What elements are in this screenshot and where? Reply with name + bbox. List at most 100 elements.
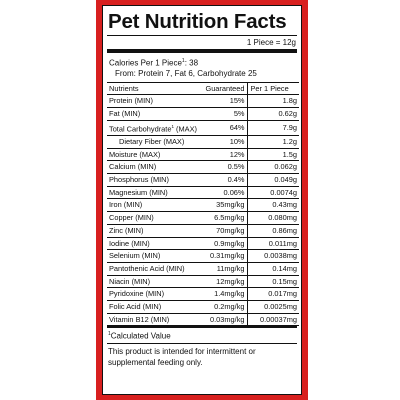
guaranteed-value: 70mg/kg [203, 224, 247, 238]
guaranteed-value: 0.5% [203, 160, 247, 175]
nutrient-name-text: Vitamin B12 (MIN) [109, 314, 170, 324]
nutrient-name: Magnesium (MIN) [107, 186, 203, 200]
nutrient-name-text: Total Carbohydrate [109, 124, 172, 134]
panel-title: Pet Nutrition Facts [108, 10, 287, 33]
per-piece-value: 0.86mg [246, 224, 299, 238]
table-row: Niacin (MIN) 12mg/kg 0.15mg [107, 275, 299, 289]
calories-value: : 38 [184, 58, 199, 68]
table-row: Dietary Fiber (MAX) 10% 1.2g [107, 135, 299, 149]
nutrient-name-text: Moisture (MAX) [109, 149, 161, 159]
header-guaranteed: Guaranteed [203, 81, 247, 96]
per-piece-value: 0.0025mg [246, 300, 299, 314]
table-row: Phosphorus (MIN) 0.4% 0.049g [107, 173, 299, 187]
nutrient-name: Vitamin B12 (MIN) [107, 313, 203, 327]
guaranteed-value: 15% [203, 94, 247, 109]
nutrient-name-text: Pantothenic Acid (MIN) [109, 263, 185, 273]
per-piece-value: 0.080mg [246, 211, 299, 225]
guaranteed-value: 5% [203, 107, 247, 121]
nutrient-name-text: Iodine (MIN) [109, 238, 150, 248]
per-piece-value: 0.011mg [246, 237, 299, 251]
table-row: Iron (MIN) 35mg/kg 0.43mg [107, 198, 299, 213]
serving-size: 1 Piece = 12g [246, 38, 296, 47]
nutrient-name-text: Pyridoxine (MIN) [109, 289, 165, 299]
per-piece-value: 7.9g [246, 120, 299, 136]
guaranteed-value: 0.06% [203, 186, 247, 200]
guaranteed-value: 1.4mg/kg [203, 287, 247, 302]
per-piece-value: 0.43mg [246, 198, 299, 213]
nutrient-name: Pyridoxine (MIN) [107, 287, 203, 302]
nutrient-name-text: Fat (MIN) [109, 109, 141, 119]
table-row: Zinc (MIN) 70mg/kg 0.86mg [107, 224, 299, 238]
guaranteed-value: 0.4% [203, 173, 247, 187]
nutrient-name-text: Calcium (MIN) [109, 162, 157, 172]
footnote-divider [107, 326, 297, 329]
guaranteed-value: 12mg/kg [203, 275, 247, 289]
footnote-text: Calculated Value [110, 332, 171, 342]
table-row: Pyridoxine (MIN) 1.4mg/kg 0.017mg [107, 287, 299, 302]
table-row: Pantothenic Acid (MIN) 11mg/kg 0.14mg [107, 262, 299, 276]
nutrient-name-text: Iron (MIN) [109, 200, 143, 210]
nutrient-table: Nutrients Guaranteed Per 1 Piece Protein… [107, 81, 299, 327]
table-row: Vitamin B12 (MIN) 0.03mg/kg 0.00037mg [107, 313, 299, 327]
nutrient-name: Moisture (MAX) [107, 148, 203, 162]
nutrient-name: Zinc (MIN) [107, 224, 203, 238]
nutrient-name-suffix: (MAX) [173, 124, 197, 134]
nutrient-name: Total Carbohydrate1 (MAX) [107, 120, 203, 136]
per-piece-value: 0.017mg [246, 287, 299, 302]
table-header-row: Nutrients Guaranteed Per 1 Piece [107, 81, 299, 96]
table-row: Copper (MIN) 6.5mg/kg 0.080mg [107, 211, 299, 225]
feeding-note: This product is intended for intermitten… [108, 347, 256, 368]
nutrient-name: Phosphorus (MIN) [107, 173, 203, 187]
table-row: Iodine (MIN) 0.9mg/kg 0.011mg [107, 237, 299, 251]
table-row: Folic Acid (MIN) 0.2mg/kg 0.0025mg [107, 300, 299, 314]
nutrient-footnote-mark: 1 [171, 123, 174, 129]
guaranteed-value: 0.03mg/kg [203, 313, 247, 327]
calories-label: Calories Per 1 Piece [109, 58, 182, 68]
table-row: Moisture (MAX) 12% 1.5g [107, 148, 299, 162]
per-piece-value: 1.8g [246, 94, 299, 109]
per-piece-value: 0.00037mg [246, 313, 299, 327]
header-per-piece: Per 1 Piece [246, 81, 299, 96]
nutrient-name-text: Phosphorus (MIN) [109, 175, 169, 185]
guaranteed-value: 0.2mg/kg [203, 300, 247, 314]
guaranteed-value: 0.9mg/kg [203, 237, 247, 251]
calories-line: Calories Per 1 Piece1: 38 [107, 53, 297, 69]
table-row: Protein (MIN) 15% 1.8g [107, 94, 299, 109]
nutrient-name-text: Zinc (MIN) [109, 225, 144, 235]
nutrient-name: Niacin (MIN) [107, 275, 203, 289]
nutrition-facts-panel: Pet Nutrition Facts 1 Piece = 12g Calori… [102, 5, 302, 395]
table-row: Calcium (MIN) 0.5% 0.062g [107, 160, 299, 175]
nutrient-name-text: Niacin (MIN) [109, 276, 151, 286]
nutrient-name-text: Folic Acid (MIN) [109, 302, 162, 312]
guaranteed-value: 6.5mg/kg [203, 211, 247, 225]
per-piece-value: 1.5g [246, 148, 299, 162]
nutrient-name-text: Dietary Fiber (MAX) [119, 136, 185, 146]
per-piece-value: 0.14mg [246, 262, 299, 276]
guaranteed-value: 0.31mg/kg [203, 249, 247, 263]
nutrient-name: Pantothenic Acid (MIN) [107, 262, 203, 276]
nutrient-name: Copper (MIN) [107, 211, 203, 225]
table-row: Fat (MIN) 5% 0.62g [107, 107, 299, 121]
nutrient-name: Selenium (MIN) [107, 249, 203, 263]
footnote: 1Calculated Value [107, 328, 297, 345]
guaranteed-value: 12% [203, 148, 247, 162]
footnote-mark: 1 [108, 331, 111, 338]
guaranteed-value: 64% [203, 120, 247, 136]
header-nutrients: Nutrients [107, 81, 203, 96]
guaranteed-value: 11mg/kg [203, 262, 247, 276]
table-row: Total Carbohydrate1 (MAX) 64% 7.9g [107, 120, 299, 136]
per-piece-value: 0.049g [246, 173, 299, 187]
calories-footnote-mark: 1 [181, 58, 185, 64]
per-piece-value: 0.0074g [246, 186, 299, 200]
guaranteed-value: 10% [203, 135, 247, 149]
nutrient-name: Fat (MIN) [107, 107, 203, 121]
title-divider [107, 35, 297, 36]
nutrient-name-text: Protein (MIN) [109, 96, 153, 106]
nutrient-name: Protein (MIN) [107, 94, 203, 109]
per-piece-value: 0.0038mg [246, 249, 299, 263]
guaranteed-value: 35mg/kg [203, 198, 247, 213]
per-piece-value: 0.062g [246, 160, 299, 175]
nutrient-name: Iodine (MIN) [107, 237, 203, 251]
per-piece-value: 0.15mg [246, 275, 299, 289]
calories-breakdown: From: Protein 7, Fat 6, Carbohydrate 25 [115, 68, 257, 78]
